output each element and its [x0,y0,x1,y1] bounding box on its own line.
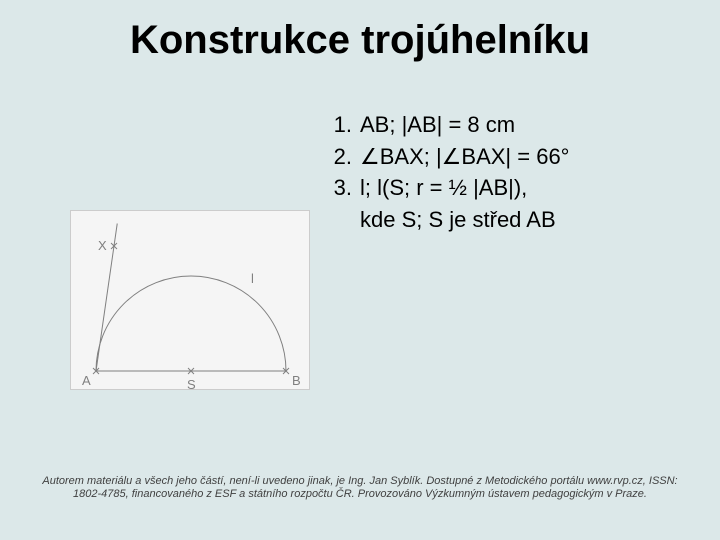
svg-text:S: S [187,377,196,391]
svg-text:B: B [292,373,301,388]
step-2: 2. ∠BAX; |∠BAX| = 66° [330,142,700,172]
svg-text:X: X [98,238,107,253]
step-number: 3. [330,173,360,203]
step-text: AB; |AB| = 8 cm [360,110,700,140]
step-text: ∠BAX; |∠BAX| = 66° [360,142,700,172]
svg-text:l: l [251,271,254,286]
step-3-continued: kde S; S je střed AB [330,205,700,235]
step-number: 1. [330,110,360,140]
step-text: kde S; S je střed AB [360,205,700,235]
step-number: 2. [330,142,360,172]
geometry-diagram: A B S Xl [70,210,310,390]
step-1: 1. AB; |AB| = 8 cm [330,110,700,140]
step-text: l; l(S; r = ½ |AB|), [360,173,700,203]
construction-steps: 1. AB; |AB| = 8 cm 2. ∠BAX; |∠BAX| = 66°… [330,110,700,237]
svg-text:A: A [82,373,91,388]
step-3: 3. l; l(S; r = ½ |AB|), [330,173,700,203]
footer-attribution: Autorem materiálu a všech jeho částí, ne… [40,475,680,503]
page-title: Konstrukce trojúhelníku [0,18,720,63]
